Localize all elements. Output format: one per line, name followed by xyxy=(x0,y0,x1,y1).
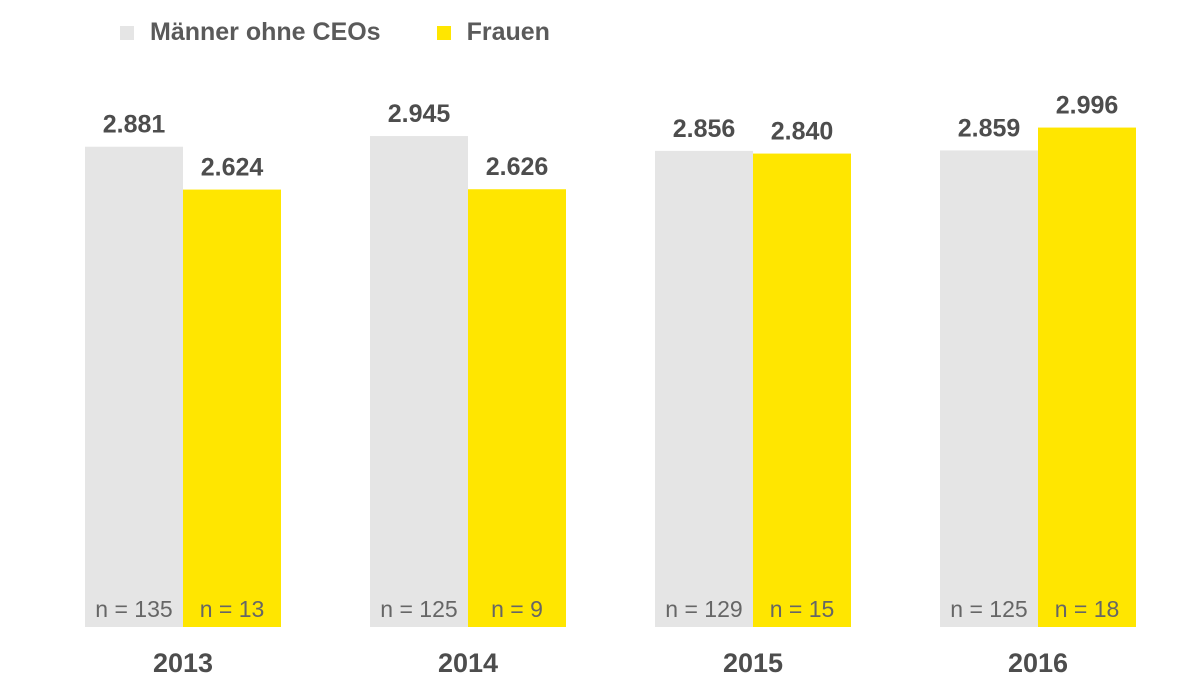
n-label-women-2015: n = 15 xyxy=(770,596,835,622)
legend-label-men: Männer ohne CEOs xyxy=(150,18,381,46)
legend: Männer ohne CEOs Frauen xyxy=(120,18,606,47)
n-label-men-2014: n = 125 xyxy=(380,596,457,622)
category-label-2013: 2013 xyxy=(153,648,213,677)
bar-men-2015 xyxy=(655,150,753,628)
legend-item-men: Männer ohne CEOs xyxy=(120,18,381,47)
category-label-2015: 2015 xyxy=(723,648,783,677)
legend-item-women: Frauen xyxy=(436,18,550,47)
legend-swatch-men xyxy=(120,25,134,40)
bar-women-2016 xyxy=(1038,127,1136,627)
bar-men-2014 xyxy=(370,136,468,628)
legend-swatch-women xyxy=(436,25,451,40)
value-label-women-2014: 2.626 xyxy=(486,153,549,181)
value-label-women-2016: 2.996 xyxy=(1056,92,1119,120)
value-label-men-2016: 2.859 xyxy=(958,114,1021,142)
value-label-men-2015: 2.856 xyxy=(673,115,736,143)
n-label-men-2013: n = 135 xyxy=(95,596,172,622)
n-label-women-2016: n = 18 xyxy=(1055,596,1120,622)
bar-women-2015 xyxy=(753,153,851,627)
value-label-women-2013: 2.624 xyxy=(201,154,264,182)
value-label-men-2014: 2.945 xyxy=(388,100,451,128)
bar-men-2016 xyxy=(940,150,1038,627)
n-label-women-2013: n = 13 xyxy=(200,596,265,622)
category-label-2016: 2016 xyxy=(1008,648,1068,677)
legend-label-women: Frauen xyxy=(466,18,550,46)
value-label-men-2013: 2.881 xyxy=(103,111,166,139)
n-label-men-2016: n = 125 xyxy=(950,596,1027,622)
bar-women-2014 xyxy=(468,189,566,628)
n-label-men-2015: n = 129 xyxy=(665,596,742,622)
bar-men-2013 xyxy=(85,146,183,627)
value-label-women-2015: 2.840 xyxy=(771,118,834,146)
bar-women-2013 xyxy=(183,189,281,627)
category-label-2014: 2014 xyxy=(438,648,498,677)
n-label-women-2014: n = 9 xyxy=(491,596,543,622)
